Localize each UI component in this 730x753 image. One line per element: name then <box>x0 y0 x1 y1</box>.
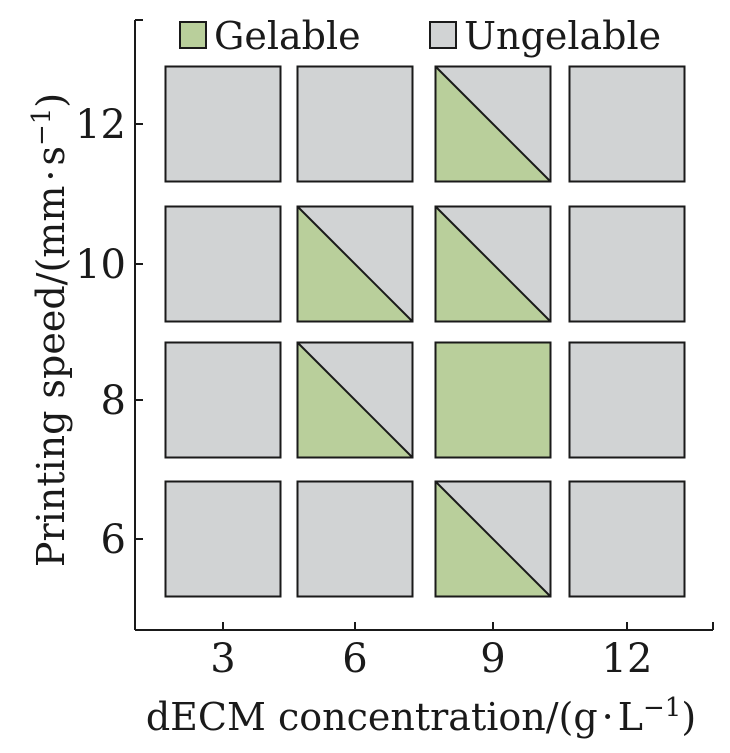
y-axis-label: Printing speed/(mm · s−1) <box>27 93 73 567</box>
cell-fill <box>569 342 685 458</box>
cell-3-6 <box>164 480 282 598</box>
y-axis-label-main: Printing speed/(mm <box>29 186 73 567</box>
y-axis-label-mid: s <box>29 146 73 166</box>
cell-outline <box>296 341 414 459</box>
ticks-layer: 3 6 9 12 6 8 10 12 <box>75 19 714 682</box>
cell-6-10 <box>296 205 414 323</box>
legend: Gelable Ungelable <box>179 14 661 58</box>
cell-fill <box>435 342 551 458</box>
x-axis-label-main: dECM concentration/(g <box>146 695 598 739</box>
cell-6-8 <box>296 341 414 459</box>
cell-outline <box>164 205 282 323</box>
cell-outline <box>434 480 552 598</box>
x-tick-label-6: 6 <box>342 636 367 682</box>
x-axis-label-dot: · <box>602 695 614 739</box>
cell-9-6 <box>434 480 552 598</box>
cell-diagonal <box>296 341 414 459</box>
cell-outline <box>434 65 552 183</box>
x-axis-label-mid: L <box>618 695 643 739</box>
cell-12-10 <box>568 205 686 323</box>
cell-6-6 <box>296 480 414 598</box>
cell-outline <box>296 480 414 598</box>
cell-outline <box>164 65 282 183</box>
legend-label-gelable: Gelable <box>214 14 361 58</box>
cell-6-12 <box>296 65 414 183</box>
cell-12-6 <box>568 480 686 598</box>
cell-diagonal <box>434 65 552 183</box>
cell-diagonal <box>434 480 552 598</box>
y-tick-label-8: 8 <box>101 378 126 424</box>
cell-12-12 <box>568 65 686 183</box>
x-axis-label-end: ) <box>681 695 696 739</box>
cell-diagonal <box>434 205 552 323</box>
cell-outline <box>296 205 414 323</box>
cells-layer <box>164 65 686 598</box>
cell-3-12 <box>164 65 282 183</box>
y-axis-label-sup: −1 <box>27 108 57 146</box>
cell-fill <box>165 481 281 597</box>
y-tick-label-12: 12 <box>75 102 126 148</box>
x-axis-label-sup: −1 <box>643 693 681 723</box>
x-tick-label-3: 3 <box>210 636 235 682</box>
cell-outline <box>434 205 552 323</box>
cell-outline <box>434 341 552 459</box>
cell-3-10 <box>164 205 282 323</box>
cell-outline <box>296 65 414 183</box>
cell-12-8 <box>568 341 686 459</box>
cell-fill <box>297 66 413 182</box>
legend-swatch-ungelable <box>429 21 457 49</box>
cell-fill <box>165 206 281 322</box>
y-tick-label-6: 6 <box>101 517 126 563</box>
cell-fill <box>297 481 413 597</box>
cell-9-10 <box>434 205 552 323</box>
x-axis-label: dECM concentration/(g · L−1) <box>146 693 696 739</box>
cell-outline <box>164 480 282 598</box>
cell-diagonal <box>296 205 414 323</box>
cell-outline <box>568 65 686 183</box>
legend-label-ungelable: Ungelable <box>464 14 661 58</box>
cell-fill <box>569 66 685 182</box>
y-axis-label-end: ) <box>29 93 73 108</box>
cell-outline <box>164 341 282 459</box>
y-tick-label-10: 10 <box>75 242 126 288</box>
cell-9-8 <box>434 341 552 459</box>
cell-9-12 <box>434 65 552 183</box>
cell-outline <box>568 341 686 459</box>
y-axis-label-dot: · <box>29 170 73 182</box>
cell-fill <box>165 66 281 182</box>
cell-fill <box>165 342 281 458</box>
legend-swatch-gelable <box>179 21 207 49</box>
x-tick-label-12: 12 <box>602 636 653 682</box>
cell-3-8 <box>164 341 282 459</box>
cell-outline <box>568 205 686 323</box>
cell-outline <box>568 480 686 598</box>
cell-fill <box>569 481 685 597</box>
cell-fill <box>569 206 685 322</box>
x-tick-label-9: 9 <box>480 636 505 682</box>
